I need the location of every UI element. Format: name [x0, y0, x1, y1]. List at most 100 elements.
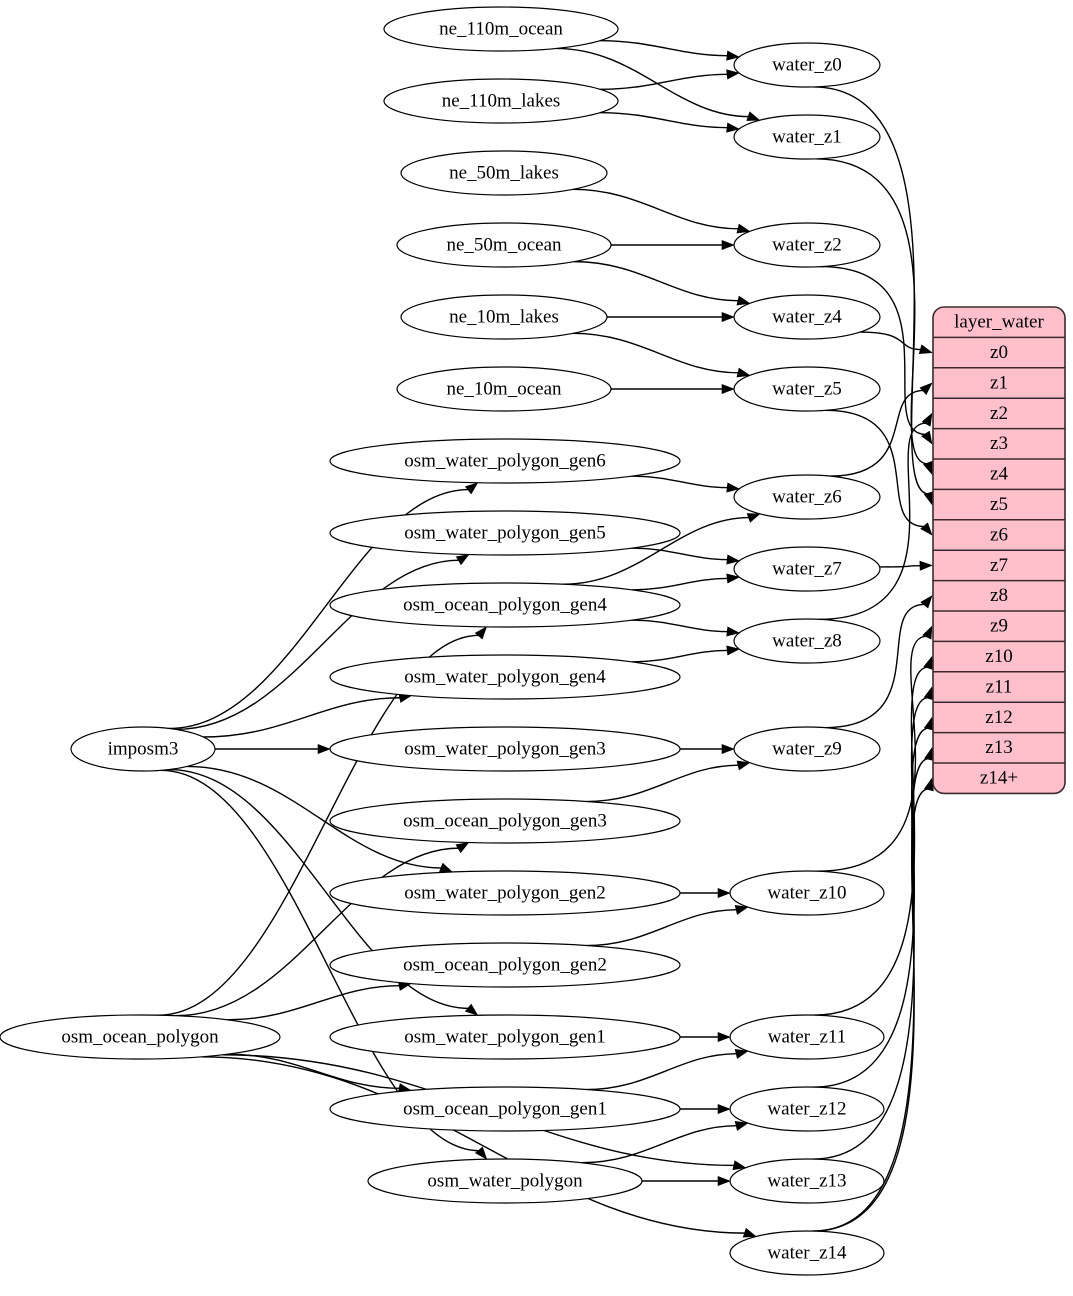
edge-osm_ocean_polygon-to-osm_ocean_polygon_gen3: [175, 847, 460, 1017]
node-osm_ocean_polygon[interactable]: osm_ocean_polygon: [0, 1014, 281, 1060]
table-row-z10[interactable]: z10: [985, 646, 1012, 667]
node-water_z2[interactable]: water_z2: [733, 222, 881, 268]
node-water_z12[interactable]: water_z12: [729, 1086, 885, 1132]
edge-arrowhead: [726, 482, 740, 493]
edge-arrowhead: [726, 69, 740, 80]
edge-water_z6-to-z1: [830, 389, 924, 477]
node-water_z8[interactable]: water_z8: [733, 618, 881, 664]
edge-water_z14-to-z14plus: [812, 788, 930, 1232]
node-ellipse: [733, 222, 881, 268]
node-label: water_z6: [772, 486, 842, 507]
node-osm_water_polygon_gen5[interactable]: osm_water_polygon_gen5: [329, 510, 681, 556]
edge-arrowhead: [455, 842, 470, 854]
node-osm_water_polygon_gen2[interactable]: osm_water_polygon_gen2: [329, 870, 681, 916]
edge-arrowhead: [921, 412, 933, 427]
edge-arrowhead: [746, 513, 761, 523]
edge-water_z4-to-z0: [860, 331, 922, 351]
node-water_z13[interactable]: water_z13: [729, 1158, 885, 1204]
node-ellipse: [733, 114, 881, 160]
node-osm_water_polygon_gen6[interactable]: osm_water_polygon_gen6: [329, 438, 681, 484]
edge-water_z1-to-z4: [815, 158, 929, 465]
edge-arrowhead: [921, 430, 933, 445]
node-label: osm_ocean_polygon_gen1: [403, 1098, 607, 1119]
node-label: osm_water_polygon_gen5: [404, 522, 606, 543]
node-ne_110m_ocean[interactable]: ne_110m_ocean: [383, 6, 619, 52]
node-ellipse: [329, 438, 681, 484]
table-row-z11[interactable]: z11: [986, 676, 1013, 697]
edge-arrowhead: [742, 1227, 757, 1238]
node-label: ne_50m_ocean: [446, 234, 562, 255]
node-label: osm_ocean_polygon_gen4: [403, 594, 607, 615]
table-row-z14plus[interactable]: z14+: [980, 768, 1018, 789]
edge-arrowhead: [732, 1160, 747, 1171]
edge-arrowhead: [726, 645, 740, 656]
node-label: water_z2: [772, 234, 842, 255]
edge-arrowhead: [717, 887, 731, 899]
edge-arrowhead: [736, 223, 751, 234]
edge-arrowhead: [746, 111, 761, 121]
node-osm_ocean_polygon_gen3[interactable]: osm_ocean_polygon_gen3: [329, 798, 681, 844]
node-osm_water_polygon[interactable]: osm_water_polygon: [367, 1158, 643, 1204]
node-ellipse: [733, 42, 881, 88]
node-water_z5[interactable]: water_z5: [733, 366, 881, 412]
edge-arrowhead: [922, 625, 933, 640]
table-row-z0[interactable]: z0: [990, 342, 1008, 363]
node-label: osm_water_polygon_gen2: [404, 882, 606, 903]
node-label: imposm3: [108, 738, 179, 759]
table-row-z2[interactable]: z2: [990, 403, 1008, 424]
table-row-z4[interactable]: z4: [990, 464, 1008, 485]
node-ne_50m_lakes[interactable]: ne_50m_lakes: [400, 150, 608, 196]
node-osm_water_polygon_gen1[interactable]: osm_water_polygon_gen1: [329, 1014, 681, 1060]
edge-arrowhead: [919, 560, 933, 571]
node-label: osm_water_polygon: [427, 1170, 583, 1191]
table-row-z8[interactable]: z8: [990, 585, 1008, 606]
edge-water_z7-to-z7: [879, 565, 922, 568]
node-osm_ocean_polygon_gen2[interactable]: osm_ocean_polygon_gen2: [329, 942, 681, 988]
node-water_z11[interactable]: water_z11: [729, 1014, 885, 1060]
edge-osm_ocean_polygon-to-osm_ocean_polygon_gen4: [158, 634, 480, 1016]
node-water_z4[interactable]: water_z4: [733, 294, 881, 340]
node-ne_50m_ocean[interactable]: ne_50m_ocean: [396, 222, 612, 268]
node-ne_10m_lakes[interactable]: ne_10m_lakes: [400, 294, 608, 340]
table-row-z5[interactable]: z5: [990, 494, 1008, 515]
table-row-z12[interactable]: z12: [985, 707, 1012, 728]
table-row-z6[interactable]: z6: [990, 524, 1008, 545]
node-osm_ocean_polygon_gen1[interactable]: osm_ocean_polygon_gen1: [329, 1086, 681, 1132]
table-row-z1[interactable]: z1: [990, 372, 1008, 393]
node-ne_110m_lakes[interactable]: ne_110m_lakes: [383, 78, 619, 124]
node-water_z1[interactable]: water_z1: [733, 114, 881, 160]
node-label: water_z7: [772, 558, 842, 579]
node-ellipse: [329, 942, 681, 988]
node-ellipse: [733, 294, 881, 340]
node-water_z7[interactable]: water_z7: [733, 546, 881, 592]
edge-arrowhead: [464, 482, 479, 495]
node-label: osm_water_polygon_gen3: [404, 738, 606, 759]
edge-arrowhead: [721, 311, 735, 323]
edge-arrowhead: [734, 1049, 749, 1059]
edge-osm_water_polygon_gen4-to-water_z8: [631, 649, 729, 663]
node-ellipse: [329, 510, 681, 556]
edge-arrowhead: [721, 743, 735, 755]
node-label: osm_ocean_polygon: [61, 1026, 219, 1047]
node-osm_water_polygon_gen3[interactable]: osm_water_polygon_gen3: [329, 726, 681, 772]
node-water_z9[interactable]: water_z9: [733, 726, 881, 772]
node-imposm3[interactable]: imposm3: [70, 726, 216, 772]
table-row-z9[interactable]: z9: [990, 616, 1008, 637]
edge-arrowhead: [474, 626, 488, 640]
node-water_z6[interactable]: water_z6: [733, 474, 881, 520]
edge-arrowhead: [726, 554, 740, 565]
node-label: water_z11: [768, 1026, 846, 1047]
edge-ne_110m_lakes-to-water_z1: [600, 111, 729, 129]
table-row-z3[interactable]: z3: [990, 433, 1008, 454]
node-osm_water_polygon_gen4[interactable]: osm_water_polygon_gen4: [329, 654, 681, 700]
node-ne_10m_ocean[interactable]: ne_10m_ocean: [396, 366, 612, 412]
table-row-z13[interactable]: z13: [985, 737, 1012, 758]
edge-arrowhead: [920, 595, 933, 609]
node-water_z14[interactable]: water_z14: [729, 1230, 885, 1276]
edge-imposm3-to-osm_water_polygon_gen1: [168, 768, 470, 1010]
node-water_z10[interactable]: water_z10: [729, 870, 885, 916]
node-water_z0[interactable]: water_z0: [733, 42, 881, 88]
table-row-z7[interactable]: z7: [990, 555, 1008, 576]
node-osm_ocean_polygon_gen4[interactable]: osm_ocean_polygon_gen4: [329, 582, 681, 628]
